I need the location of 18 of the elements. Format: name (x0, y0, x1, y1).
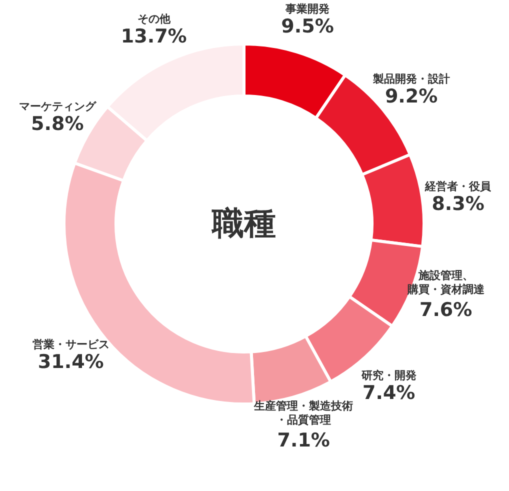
text: 職種 (211, 204, 276, 242)
slice-label: 製品開発・設計 (372, 72, 450, 86)
data-label: 5.8% (31, 113, 84, 136)
data-label: 13.7% (120, 26, 187, 48)
data-label: 8.3% (432, 192, 484, 215)
data-label: 31.4% (38, 351, 104, 374)
data-label: 7.4% (362, 382, 416, 404)
slice-label: 事業開発 (284, 2, 331, 16)
data-label: 7.1% (277, 430, 330, 452)
slice-label: 営業・サービス (32, 338, 110, 352)
data-label: 7.6% (419, 298, 472, 321)
slice-label: 研究・開発 (360, 369, 418, 382)
slice-label: 生産管理・製造技術・品質管理 (253, 400, 354, 427)
data-label: 9.2% (384, 85, 438, 108)
data-label: 9.5% (281, 16, 334, 38)
slice-label: その他 (137, 12, 172, 26)
slice-label: マーケティング (18, 100, 97, 114)
slice-label: 経営者・役員 (424, 180, 492, 193)
